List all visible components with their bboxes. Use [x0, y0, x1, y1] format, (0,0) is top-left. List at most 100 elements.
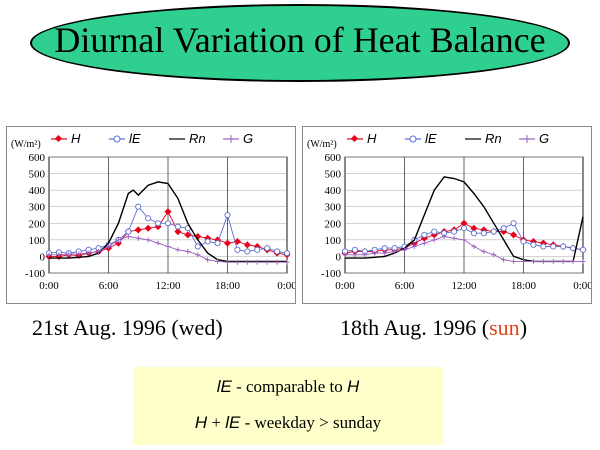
x-tick-label: 18:00 — [215, 280, 241, 292]
point-g — [234, 259, 240, 265]
x-tick-label: 18:00 — [511, 280, 537, 292]
x-tick-label: 6:00 — [395, 280, 415, 292]
y-tick-label: 600 — [325, 152, 342, 164]
y-tick-label: 200 — [325, 218, 342, 230]
point-le — [274, 248, 281, 255]
legend-label: Rn — [189, 131, 206, 146]
point-g — [560, 258, 566, 264]
legend-label: H — [367, 131, 377, 146]
point-g — [225, 259, 230, 265]
point-g — [421, 240, 427, 246]
point-g — [175, 247, 181, 253]
point-g — [372, 250, 378, 256]
point-g — [185, 248, 191, 254]
y-tick-label: 300 — [29, 202, 46, 214]
point-g — [254, 259, 260, 265]
point-h — [243, 241, 251, 249]
point-g — [215, 258, 221, 264]
note-1-symbol2: H — [347, 377, 360, 396]
y-tick-label: 500 — [29, 169, 46, 181]
note-2-text: - weekday > sunday — [244, 413, 382, 432]
point-g — [264, 259, 270, 265]
y-tick-label: -100 — [25, 268, 46, 280]
point-le — [460, 225, 468, 232]
point-g — [511, 258, 517, 264]
point-le — [174, 223, 181, 230]
point-le — [431, 228, 438, 235]
point-g — [550, 258, 556, 264]
point-le — [351, 246, 358, 253]
y-tick-label: -100 — [321, 268, 342, 280]
point-le — [579, 246, 587, 253]
caption-sun-highlight: sun — [489, 315, 520, 340]
point-le — [570, 245, 577, 252]
chart-panel-wed: 600 500 400 300 200 100 0 -100 0:00 6:00 12:00 18:0… — [6, 126, 296, 304]
chart-panel-sun: 600 500 400 300 200 100 0 -100 0:00 6:00 12:00 18:0… — [302, 126, 592, 304]
point-le — [520, 238, 527, 245]
point-g — [362, 252, 368, 258]
x-tick-label: 12:00 — [451, 280, 477, 292]
point-le — [470, 230, 477, 237]
point-g — [66, 251, 72, 257]
point-h — [460, 219, 468, 227]
point-le — [234, 246, 241, 253]
legend-label: lE — [425, 131, 437, 146]
point-h — [144, 224, 152, 232]
note-1-text: - comparable to — [236, 377, 348, 396]
point-le — [510, 220, 517, 227]
point-g — [284, 259, 290, 265]
point-g — [461, 237, 467, 243]
point-le — [451, 228, 458, 235]
x-tick-label: 0:00 — [335, 280, 355, 292]
title-ellipse — [30, 4, 570, 82]
x-tick-label: 12:00 — [155, 280, 181, 292]
point-g — [382, 250, 388, 256]
point-h — [174, 228, 182, 236]
point-g — [46, 252, 52, 258]
point-le — [480, 230, 487, 237]
caption-sun-prefix: 18th Aug. 1996 ( — [340, 315, 490, 340]
legend-label: G — [539, 131, 549, 146]
point-h — [470, 224, 478, 232]
legend-label: lE — [129, 131, 141, 146]
point-le — [283, 250, 291, 257]
legend-g — [519, 135, 535, 143]
point-le — [164, 220, 172, 227]
point-g — [342, 252, 348, 258]
point-g — [205, 257, 211, 263]
x-tick-label: 0:00 — [573, 280, 591, 292]
y-tick-label: 600 — [29, 152, 46, 164]
caption-wed: 21st Aug. 1996 (wed) — [32, 315, 223, 340]
x-tick-label: 0:00 — [277, 280, 295, 292]
point-le — [194, 243, 201, 250]
point-g — [352, 252, 358, 258]
point-g — [392, 248, 398, 254]
point-g — [411, 243, 417, 249]
point-le — [155, 220, 162, 227]
point-le — [254, 246, 261, 253]
point-g — [451, 235, 457, 241]
legend-h — [347, 134, 363, 143]
x-tick-label: 6:00 — [99, 280, 119, 292]
point-g — [530, 258, 536, 264]
point-g — [402, 247, 407, 253]
point-le — [381, 245, 388, 252]
note-line-2: H + lE - weekday > sunday — [133, 413, 443, 433]
legend-h — [51, 134, 67, 143]
x-tick-label: 0:00 — [39, 280, 59, 292]
point-h — [134, 226, 142, 234]
point-g — [125, 234, 131, 240]
y-tick-label: 200 — [29, 218, 46, 230]
point-le — [500, 225, 507, 232]
point-le — [224, 211, 231, 219]
point-h — [164, 208, 172, 216]
point-g — [491, 252, 497, 258]
legend-le — [405, 135, 421, 143]
point-g — [195, 252, 201, 258]
legend-label: H — [71, 131, 81, 146]
point-le — [145, 215, 152, 222]
point-h — [184, 231, 192, 239]
y-tick-label: 100 — [29, 235, 46, 247]
point-g — [501, 257, 507, 263]
